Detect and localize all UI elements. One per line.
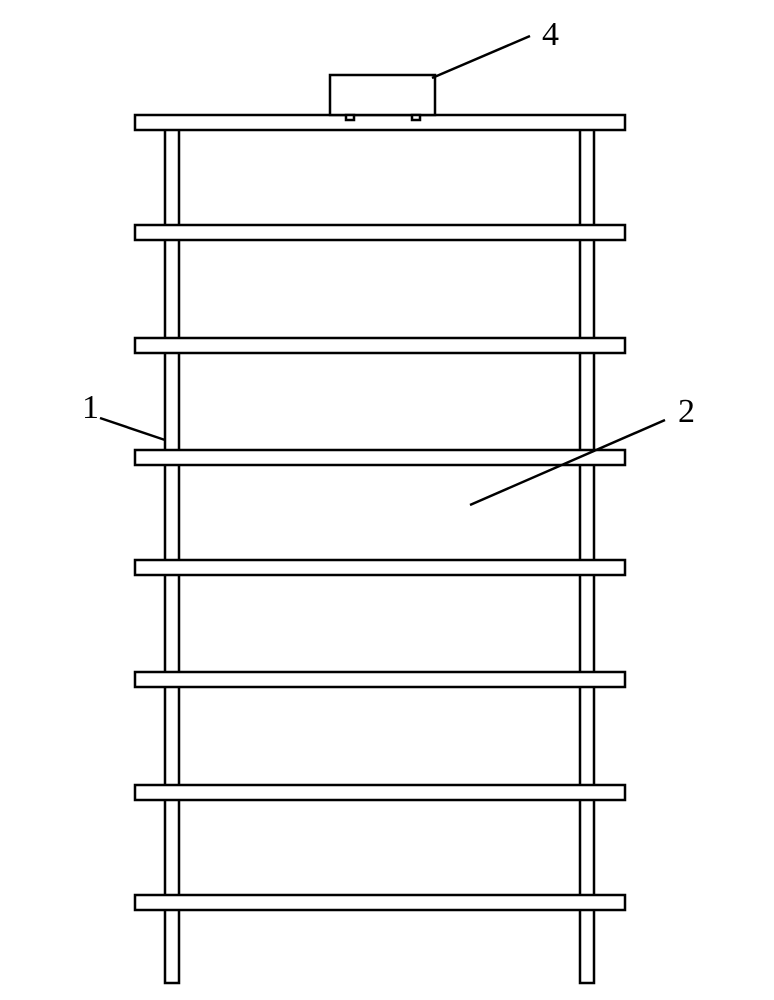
right-column	[580, 120, 594, 983]
callout-label-2: 2	[678, 393, 695, 430]
shelf-7	[135, 785, 625, 800]
shelf-6	[135, 672, 625, 687]
shelf-3	[135, 338, 625, 353]
callout-label-1: 1	[82, 389, 99, 426]
top-box-foot-1	[346, 115, 354, 120]
shelf-4	[135, 450, 625, 465]
shelf-5	[135, 560, 625, 575]
shelf-2	[135, 225, 625, 240]
shelf-8	[135, 895, 625, 910]
top-box-foot-2	[412, 115, 420, 120]
structural-diagram: 4 1 2	[0, 0, 774, 1000]
top-box	[330, 75, 435, 115]
left-column	[165, 120, 179, 983]
callout-label-4: 4	[542, 16, 559, 53]
shelf-1	[135, 115, 625, 130]
canvas-bg	[0, 0, 774, 1000]
